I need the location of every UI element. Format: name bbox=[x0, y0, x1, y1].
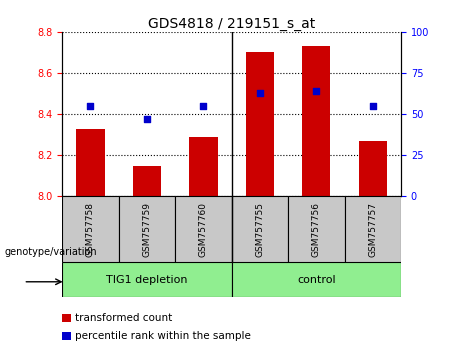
Text: GSM757756: GSM757756 bbox=[312, 202, 321, 257]
Bar bbox=[246, 52, 274, 196]
Bar bbox=[359, 141, 387, 196]
Bar bbox=[231, 196, 288, 262]
Text: GSM757760: GSM757760 bbox=[199, 202, 208, 257]
Text: GSM757758: GSM757758 bbox=[86, 202, 95, 257]
Bar bbox=[189, 137, 218, 196]
Bar bbox=[62, 196, 118, 262]
Text: transformed count: transformed count bbox=[75, 313, 172, 323]
Point bbox=[313, 88, 320, 94]
Text: control: control bbox=[297, 275, 336, 285]
Bar bbox=[62, 262, 231, 297]
Bar bbox=[118, 196, 175, 262]
Point bbox=[200, 103, 207, 109]
Text: TIG1 depletion: TIG1 depletion bbox=[106, 275, 188, 285]
Text: GSM757755: GSM757755 bbox=[255, 202, 265, 257]
Bar bbox=[344, 196, 401, 262]
Point bbox=[143, 116, 151, 122]
Point bbox=[256, 90, 264, 96]
Bar bbox=[288, 196, 344, 262]
Text: GSM757757: GSM757757 bbox=[368, 202, 378, 257]
Bar bbox=[302, 46, 331, 196]
Point bbox=[87, 103, 94, 109]
Title: GDS4818 / 219151_s_at: GDS4818 / 219151_s_at bbox=[148, 17, 315, 31]
Text: genotype/variation: genotype/variation bbox=[5, 247, 97, 257]
Point bbox=[369, 103, 377, 109]
Bar bbox=[175, 196, 231, 262]
Bar bbox=[231, 262, 401, 297]
Text: GSM757759: GSM757759 bbox=[142, 202, 152, 257]
Bar bbox=[77, 129, 105, 196]
Text: percentile rank within the sample: percentile rank within the sample bbox=[75, 331, 251, 341]
Bar bbox=[133, 166, 161, 196]
